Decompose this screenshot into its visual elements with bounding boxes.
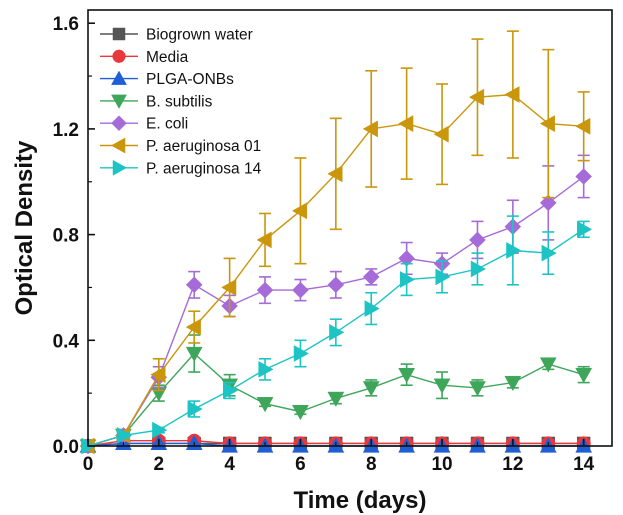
x-tick-label: 12 (502, 454, 523, 475)
y-tick-label: 0.8 (53, 226, 79, 247)
y-tick-label: 1.6 (53, 14, 79, 35)
x-tick-label: 0 (83, 454, 94, 475)
y-tick-label: 0.0 (53, 437, 79, 458)
legend-label: E. coli (146, 116, 188, 133)
data-point (185, 346, 203, 362)
y-axis-title: Optical Density (11, 140, 38, 315)
data-point (398, 115, 414, 132)
data-point (575, 368, 592, 383)
axis-ticks: 0 2 4 6 8 10 12 14 0.0 0.4 0.8 1.2 1.6 (53, 14, 595, 475)
data-point (433, 125, 449, 143)
series-p-aeruginosa-14 (81, 215, 592, 455)
data-point (292, 404, 309, 420)
data-point (506, 242, 522, 259)
x-tick-label: 8 (366, 454, 377, 475)
x-axis-title: Time (days) (294, 487, 427, 514)
legend-label: Media (146, 49, 189, 66)
data-point (327, 391, 345, 407)
data-point (541, 244, 557, 262)
legend-item-p-aeruginosa-14: P. aeruginosa 14 (100, 160, 262, 177)
x-tick-label: 10 (431, 454, 452, 475)
legend-label: Biogrown water (146, 27, 253, 44)
legend-item-e-coli: E. coli (100, 115, 188, 133)
legend-marker (112, 27, 126, 41)
legend: Biogrown water Media PLGA-ONBs B. subtilis E… (100, 27, 262, 177)
y-tick-label: 1.2 (53, 120, 79, 141)
data-point (187, 400, 203, 418)
data-point (469, 88, 485, 106)
legend-label: P. aeruginosa 01 (146, 138, 261, 155)
x-tick-label: 2 (154, 454, 165, 475)
x-tick-label: 6 (295, 454, 306, 475)
data-point (399, 271, 415, 288)
y-tick-label: 0.4 (53, 331, 80, 352)
legend-marker (111, 115, 127, 131)
legend-item-media: Media (100, 49, 189, 66)
data-point (364, 300, 380, 317)
data-point (469, 231, 486, 249)
data-point (540, 115, 555, 132)
legend-marker (112, 160, 127, 176)
data-point (362, 120, 378, 138)
data-point (292, 202, 308, 220)
data-point (292, 281, 309, 299)
data-point (540, 357, 557, 373)
data-point (256, 281, 274, 299)
data-point (398, 368, 415, 383)
data-point (470, 260, 486, 278)
data-point (469, 381, 486, 397)
data-point (577, 221, 592, 238)
data-point (327, 276, 345, 294)
x-tick-label: 4 (224, 454, 235, 475)
legend-item-plga-onbs: PLGA-ONBs (100, 70, 234, 88)
legend-marker (111, 137, 126, 154)
data-point (540, 194, 557, 212)
data-point (221, 279, 237, 296)
data-point (327, 165, 343, 183)
plot-frame (87, 9, 613, 447)
data-point (258, 361, 274, 378)
legend-label: B. subtilis (146, 93, 213, 110)
legend-marker (112, 49, 126, 63)
data-point (329, 324, 345, 341)
data-point (185, 318, 201, 336)
legend-marker (111, 70, 127, 85)
data-point (504, 375, 522, 391)
data-point (222, 382, 238, 399)
legend-label: P. aeruginosa 14 (146, 160, 262, 177)
data-point (362, 381, 380, 397)
data-point (256, 231, 272, 249)
legend-item-biogrown-water: Biogrown water (100, 27, 253, 44)
legend-label: PLGA-ONBs (146, 71, 234, 88)
data-point (433, 378, 451, 394)
legend-item-p-aeruginosa-01: P. aeruginosa 01 (100, 137, 261, 155)
data-point (256, 397, 274, 412)
data-point (435, 268, 451, 286)
legend-marker (111, 94, 127, 109)
data-point (362, 268, 380, 286)
data-point (293, 345, 309, 362)
data-point (150, 366, 166, 383)
data-point (504, 86, 520, 103)
data-point (152, 421, 168, 439)
axes (87, 9, 613, 447)
x-tick-label: 14 (573, 454, 595, 475)
legend-item-b-subtilis: B. subtilis (100, 93, 213, 110)
data-point (116, 427, 132, 444)
data-point (575, 118, 591, 135)
data-point (575, 168, 592, 185)
series-p-aeruginosa-01 (79, 30, 591, 455)
data-point (185, 276, 203, 294)
